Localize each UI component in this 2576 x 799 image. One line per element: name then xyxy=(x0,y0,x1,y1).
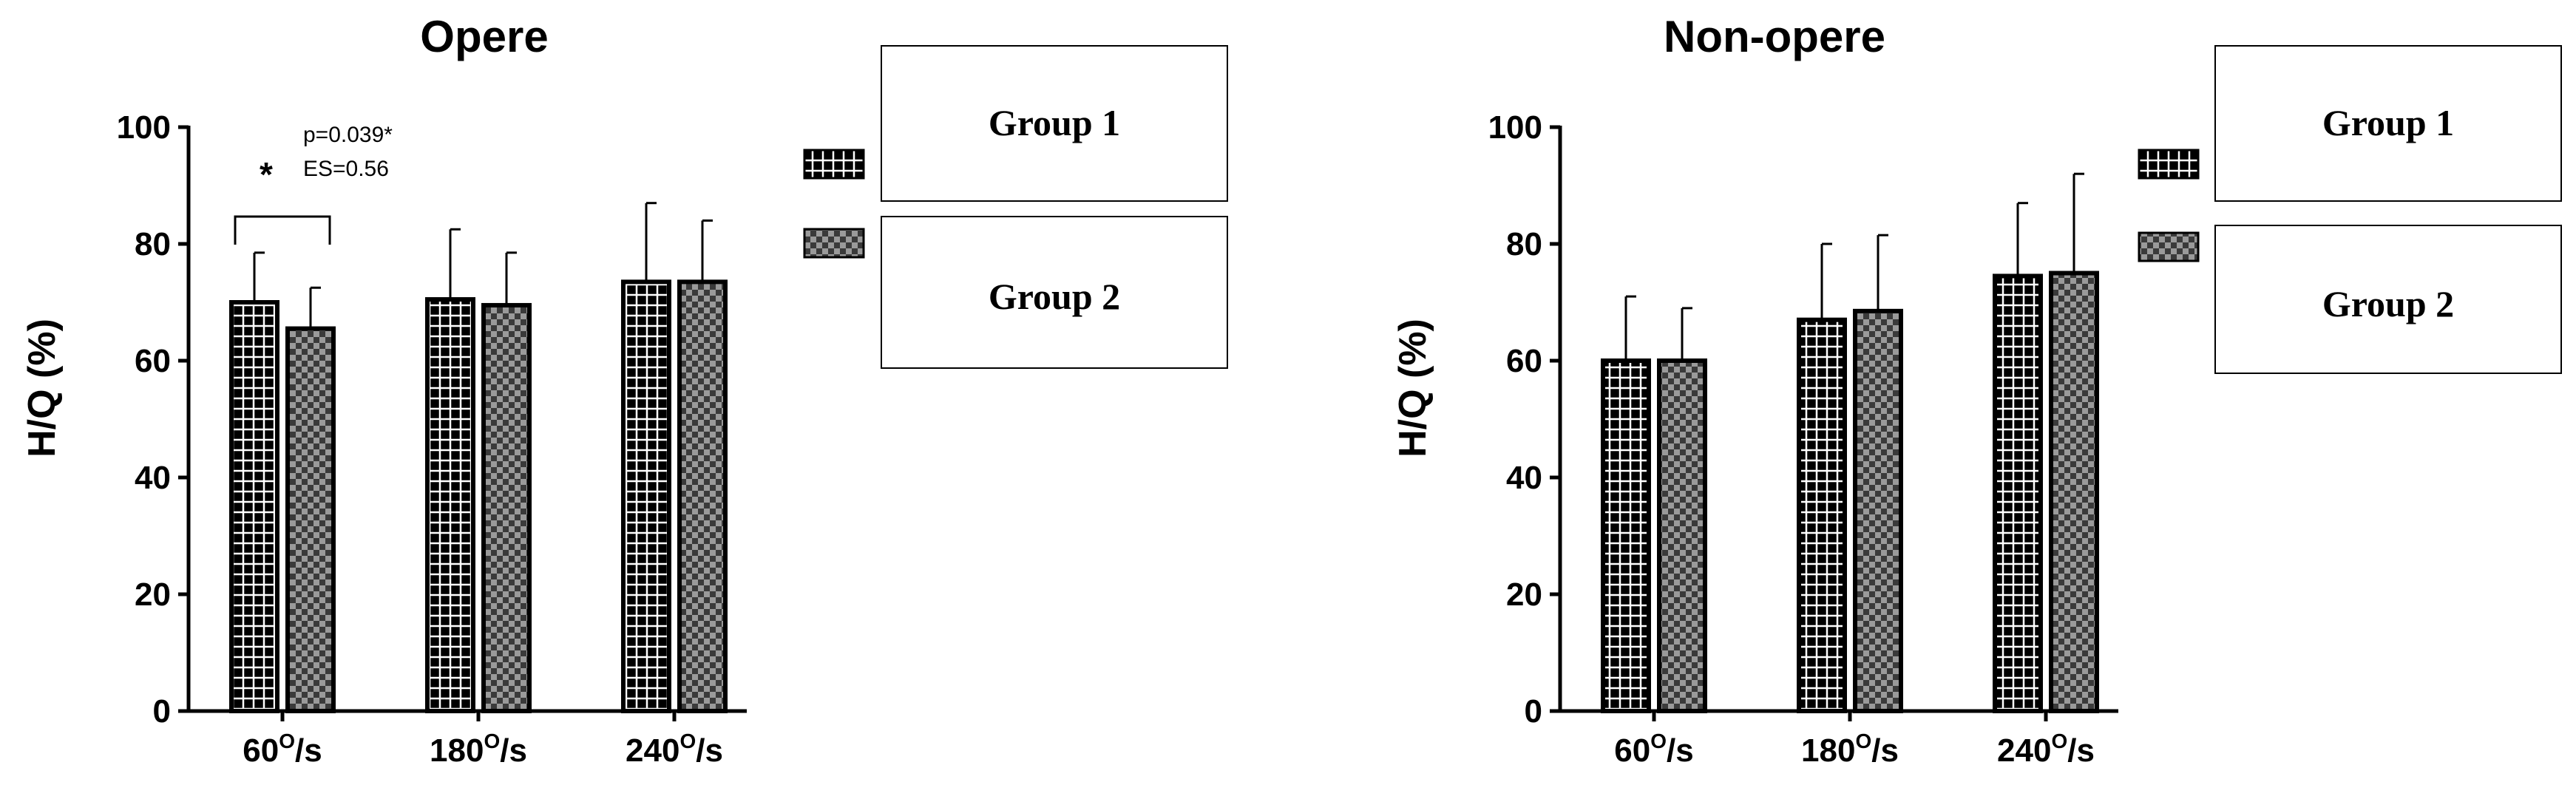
y-tick-label: 80 xyxy=(1506,226,1542,262)
y-tick-label: 0 xyxy=(1525,693,1542,730)
legend-left: Group 1 Group 2 xyxy=(803,45,1228,369)
y-tick-label: 20 xyxy=(1506,577,1542,613)
y-tick-label: 60 xyxy=(135,343,171,379)
bar xyxy=(1657,358,1707,713)
p-value-label: p=0.039* xyxy=(303,123,393,147)
x-tick-label: 60O/s xyxy=(243,730,322,769)
legend-label-group-2: Group 2 xyxy=(2322,283,2454,324)
y-tick-label: 100 xyxy=(1488,109,1542,146)
legend-swatch-group-2 xyxy=(2138,231,2200,262)
y-tick-label: 100 xyxy=(117,109,171,146)
bar xyxy=(1601,358,1651,713)
bar xyxy=(481,302,532,713)
significance-annotation: * p=0.039* ES=0.56 xyxy=(234,123,393,245)
y-axis-label: H/Q (%) xyxy=(1392,319,1434,458)
y-tick-label: 40 xyxy=(135,460,171,496)
y-tick-label: 20 xyxy=(135,577,171,613)
legend-swatch-group-1 xyxy=(803,149,865,180)
significance-star: * xyxy=(260,155,273,194)
legend-box-group-1 xyxy=(881,45,1228,202)
legend-box-group-1 xyxy=(2214,45,2562,202)
legend-label-group-2: Group 2 xyxy=(989,276,1120,317)
chart-title: Non-opere xyxy=(1664,12,1885,61)
bar xyxy=(229,300,279,713)
bar xyxy=(1853,308,1903,714)
y-tick-label: 0 xyxy=(153,693,171,730)
chart-title: Opere xyxy=(420,12,548,61)
y-axis-label: H/Q (%) xyxy=(21,319,64,458)
chart-non-opere: Non-opere H/Q (%) 0 20 40 60 80 100 60O/s 180O/… xyxy=(1392,12,2118,769)
y-tick-label: 60 xyxy=(1506,343,1542,379)
x-tick-label: 240O/s xyxy=(1997,730,2095,769)
legend-box-group-2 xyxy=(2214,225,2562,374)
legend-label-group-1: Group 1 xyxy=(2322,102,2454,143)
x-tick-label: 180O/s xyxy=(430,730,527,769)
axes: 0 20 40 60 80 100 60O/s 180O/s 240O/s xyxy=(1488,109,2118,769)
chart-opere: Opere H/Q (%) 0 20 40 60 80 100 60O/s 180O/s 240… xyxy=(21,12,747,769)
bars xyxy=(1601,172,2099,714)
effect-size-label: ES=0.56 xyxy=(303,157,389,181)
bar xyxy=(1797,317,1847,713)
bar xyxy=(1993,273,2043,713)
legend-label-group-1: Group 1 xyxy=(989,102,1120,143)
bar xyxy=(621,279,671,714)
y-tick-label: 80 xyxy=(135,226,171,262)
bar xyxy=(677,279,728,714)
legend-swatch-group-2 xyxy=(803,228,865,259)
bars xyxy=(229,202,728,714)
x-tick-label: 240O/s xyxy=(626,730,723,769)
legend-box-group-2 xyxy=(881,216,1228,369)
significance-bracket xyxy=(234,215,331,245)
legend-swatch-group-1 xyxy=(2138,149,2200,180)
y-tick-label: 40 xyxy=(1506,460,1542,496)
x-tick-label: 60O/s xyxy=(1614,730,1693,769)
x-tick-label: 180O/s xyxy=(1801,730,1899,769)
bar xyxy=(2049,271,2099,713)
bar xyxy=(425,297,475,713)
axes: 0 20 40 60 80 100 60O/s 180O/s 240O/s xyxy=(117,109,747,769)
bar xyxy=(285,326,336,713)
legend-right: Group 1 Group 2 xyxy=(2138,45,2562,374)
